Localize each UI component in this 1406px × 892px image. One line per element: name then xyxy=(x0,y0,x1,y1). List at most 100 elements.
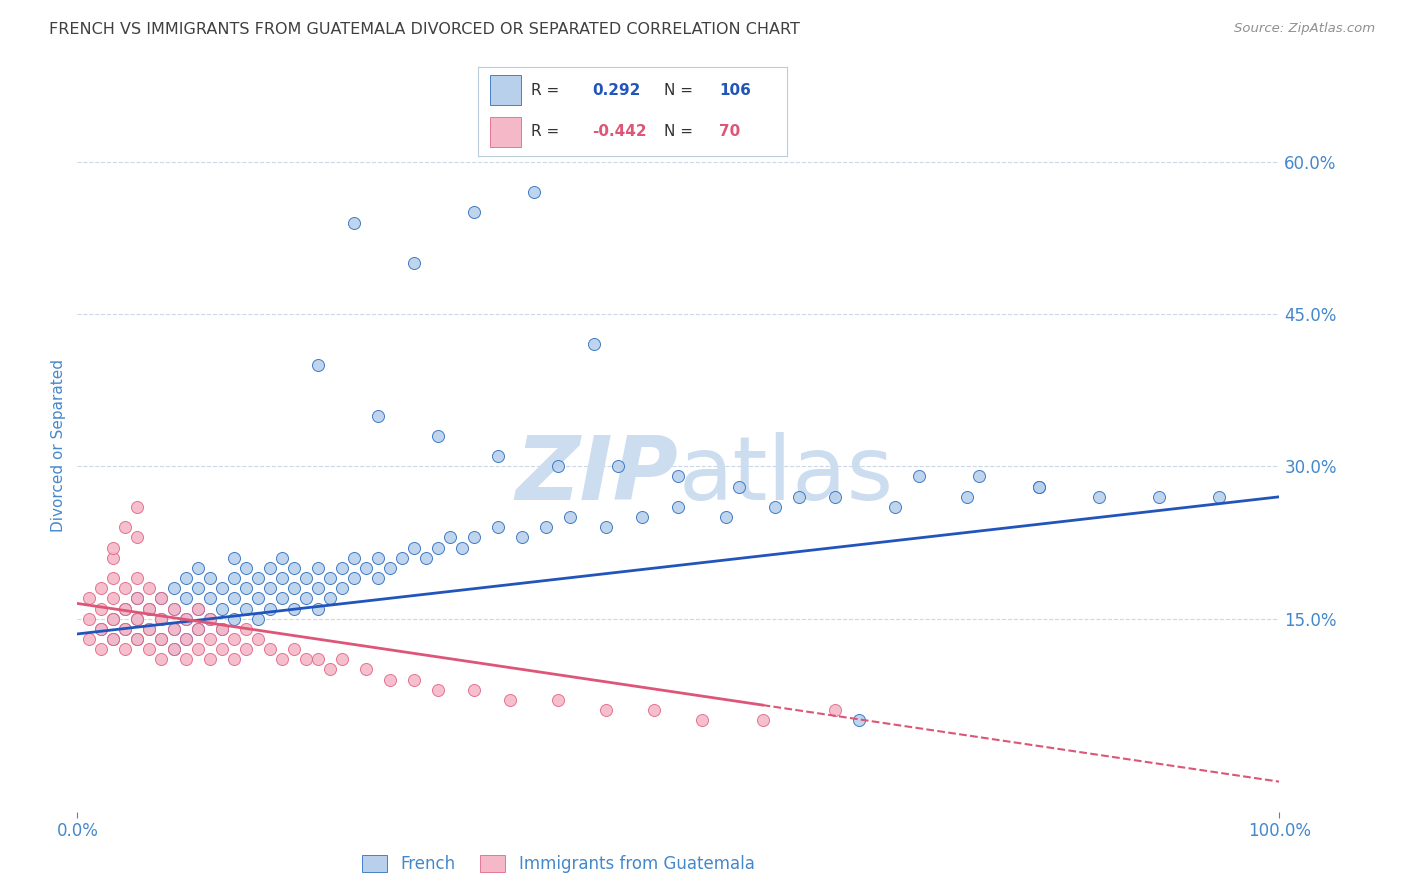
Point xyxy=(583,337,606,351)
Text: FRENCH VS IMMIGRANTS FROM GUATEMALA DIVORCED OR SEPARATED CORRELATION CHART: FRENCH VS IMMIGRANTS FROM GUATEMALA DIVO… xyxy=(49,22,800,37)
Bar xyxy=(491,75,522,105)
Point xyxy=(127,632,149,646)
Point xyxy=(187,642,209,657)
Point xyxy=(235,622,257,636)
Point xyxy=(103,612,125,626)
Point xyxy=(259,601,281,615)
Point xyxy=(162,642,184,657)
Legend: French, Immigrants from Guatemala: French, Immigrants from Guatemala xyxy=(361,855,755,873)
Point xyxy=(307,561,329,575)
Point xyxy=(174,632,197,646)
Point xyxy=(174,612,197,626)
Point xyxy=(235,642,257,657)
Point xyxy=(246,591,269,606)
Point xyxy=(150,652,173,666)
Point xyxy=(883,500,905,514)
Point xyxy=(127,591,149,606)
Point xyxy=(486,449,509,463)
Point xyxy=(307,601,329,615)
Point xyxy=(1088,490,1111,504)
Point xyxy=(198,571,221,585)
Point xyxy=(378,561,401,575)
Point xyxy=(427,429,450,443)
Point xyxy=(270,652,292,666)
Point xyxy=(402,541,425,555)
Point xyxy=(127,571,149,585)
Point xyxy=(198,652,221,666)
Point xyxy=(222,550,245,565)
Point xyxy=(114,642,136,657)
Point xyxy=(90,581,112,595)
Point xyxy=(354,561,377,575)
Point xyxy=(103,571,125,585)
Point xyxy=(451,541,474,555)
Bar xyxy=(491,117,522,147)
Point xyxy=(259,561,281,575)
Point xyxy=(319,663,342,677)
Point xyxy=(763,500,786,514)
Point xyxy=(198,612,221,626)
Point xyxy=(150,591,173,606)
Point xyxy=(378,673,401,687)
Point xyxy=(114,622,136,636)
Point xyxy=(463,682,485,697)
Point xyxy=(235,581,257,595)
Point xyxy=(967,469,990,483)
Point xyxy=(427,682,450,697)
Point xyxy=(127,612,149,626)
Point xyxy=(486,520,509,534)
Point xyxy=(463,205,485,219)
Point xyxy=(367,571,389,585)
Point xyxy=(307,581,329,595)
Point xyxy=(547,693,569,707)
Point xyxy=(127,500,149,514)
Point xyxy=(222,632,245,646)
Point xyxy=(270,591,292,606)
Point xyxy=(560,510,582,524)
Point xyxy=(668,500,690,514)
Point xyxy=(824,490,846,504)
Point xyxy=(174,571,197,585)
Point xyxy=(187,561,209,575)
Point xyxy=(150,632,173,646)
Point xyxy=(222,571,245,585)
Point xyxy=(162,581,184,595)
Point xyxy=(727,480,749,494)
Point xyxy=(162,601,184,615)
Point xyxy=(90,642,112,657)
Point xyxy=(90,601,112,615)
Point xyxy=(138,581,160,595)
Text: N =: N = xyxy=(664,124,693,139)
Point xyxy=(162,622,184,636)
Point xyxy=(283,561,305,575)
Point xyxy=(415,550,437,565)
Point xyxy=(283,642,305,657)
Point xyxy=(523,185,546,199)
Text: R =: R = xyxy=(530,83,558,98)
Point xyxy=(319,571,342,585)
Text: R =: R = xyxy=(530,124,558,139)
Point xyxy=(211,601,233,615)
Point xyxy=(283,581,305,595)
Point xyxy=(235,601,257,615)
Point xyxy=(1208,490,1230,504)
Point xyxy=(211,642,233,657)
Point xyxy=(114,601,136,615)
Text: -0.442: -0.442 xyxy=(592,124,647,139)
Point xyxy=(716,510,738,524)
Point xyxy=(79,632,101,646)
Point xyxy=(908,469,931,483)
Point xyxy=(211,581,233,595)
Point xyxy=(439,530,461,544)
Point xyxy=(162,642,184,657)
Point xyxy=(246,571,269,585)
Point xyxy=(211,622,233,636)
Point xyxy=(114,601,136,615)
Point xyxy=(510,530,533,544)
Point xyxy=(187,622,209,636)
Point xyxy=(595,520,617,534)
Text: atlas: atlas xyxy=(679,432,894,519)
Point xyxy=(103,591,125,606)
Point xyxy=(294,591,316,606)
Point xyxy=(138,622,160,636)
